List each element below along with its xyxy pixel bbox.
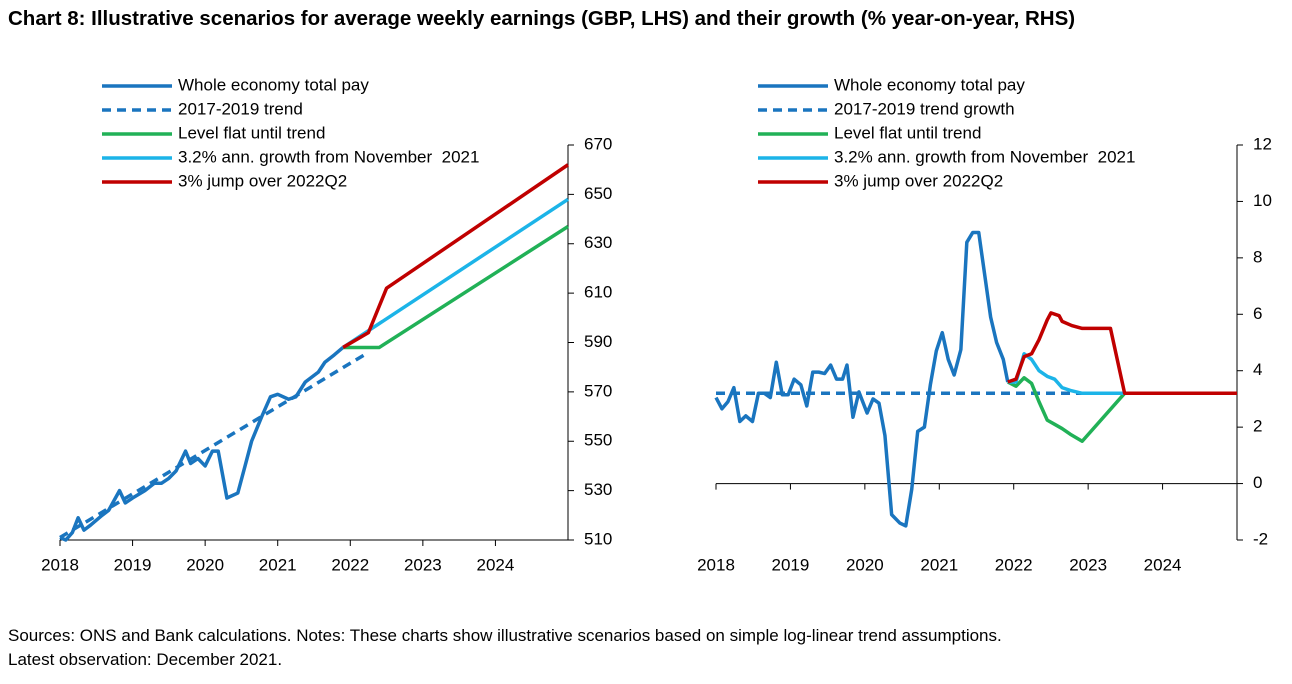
line-series [714,230,1010,528]
line-series [342,197,569,349]
legend-label: Whole economy total pay [178,75,369,94]
x-tick-label: 2024 [477,555,515,574]
y-tick-label: 610 [584,283,612,302]
x-tick-label: 2022 [995,555,1033,574]
line-series [343,224,569,350]
line-series [59,350,370,540]
x-tick-label: 2018 [41,555,79,574]
y-tick-label: 2 [1253,417,1262,436]
legend-label: Level flat until trend [178,123,325,142]
x-tick-label: 2021 [920,555,958,574]
y-tick-label: 630 [584,233,612,252]
x-tick-label: 2023 [404,555,442,574]
line-series [342,163,569,349]
y-tick-label: 650 [584,184,612,203]
x-tick-label: 2022 [331,555,369,574]
y-tick-label: 4 [1253,360,1262,379]
legend-label: 2017-2019 trend [178,99,303,118]
y-tick-label: 6 [1253,304,1262,323]
source-note: Latest observation: December 2021. [8,650,283,669]
legend-label: 3% jump over 2022Q2 [834,171,1003,190]
y-tick-label: 8 [1253,247,1262,266]
line-series [59,346,345,542]
legend-label: Level flat until trend [834,123,981,142]
x-tick-label: 2019 [772,555,810,574]
line-series [1006,376,1237,443]
line-series [1007,311,1237,396]
y-tick-label: 510 [584,529,612,548]
legend-label: 3% jump over 2022Q2 [178,171,347,190]
x-tick-label: 2020 [846,555,884,574]
x-tick-label: 2019 [114,555,152,574]
source-note: Sources: ONS and Bank calculations. Note… [8,626,1002,645]
chart-title: Chart 8: Illustrative scenarios for aver… [8,7,1076,30]
x-tick-label: 2024 [1144,555,1182,574]
x-tick-label: 2021 [259,555,297,574]
y-tick-label: 10 [1253,191,1272,210]
y-tick-label: 530 [584,480,612,499]
x-tick-label: 2023 [1069,555,1107,574]
x-tick-label: 2018 [697,555,735,574]
legend-label: 3.2% ann. growth from November 2021 [178,147,479,166]
legend-label: 2017-2019 trend growth [834,99,1015,118]
y-tick-label: 0 [1253,473,1262,492]
y-tick-label: 570 [584,381,612,400]
y-tick-label: -2 [1253,529,1268,548]
y-tick-label: 550 [584,431,612,450]
legend-label: 3.2% ann. growth from November 2021 [834,147,1135,166]
y-tick-label: 12 [1253,134,1272,153]
y-tick-label: 590 [584,332,612,351]
x-tick-label: 2020 [186,555,224,574]
y-tick-label: 670 [584,134,612,153]
legend-label: Whole economy total pay [834,75,1025,94]
